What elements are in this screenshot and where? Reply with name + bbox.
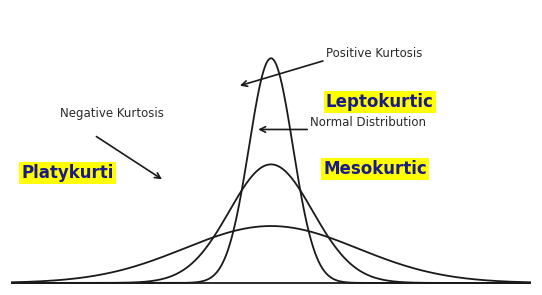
Text: Leptokurtic: Leptokurtic <box>326 94 434 112</box>
Text: Mesokurtic: Mesokurtic <box>323 160 427 178</box>
Text: Normal Distribution: Normal Distribution <box>310 117 426 130</box>
Text: Negative Kurtosis: Negative Kurtosis <box>60 107 164 120</box>
Text: Positive Kurtosis: Positive Kurtosis <box>326 47 422 60</box>
Text: Platykurti: Platykurti <box>21 164 114 182</box>
